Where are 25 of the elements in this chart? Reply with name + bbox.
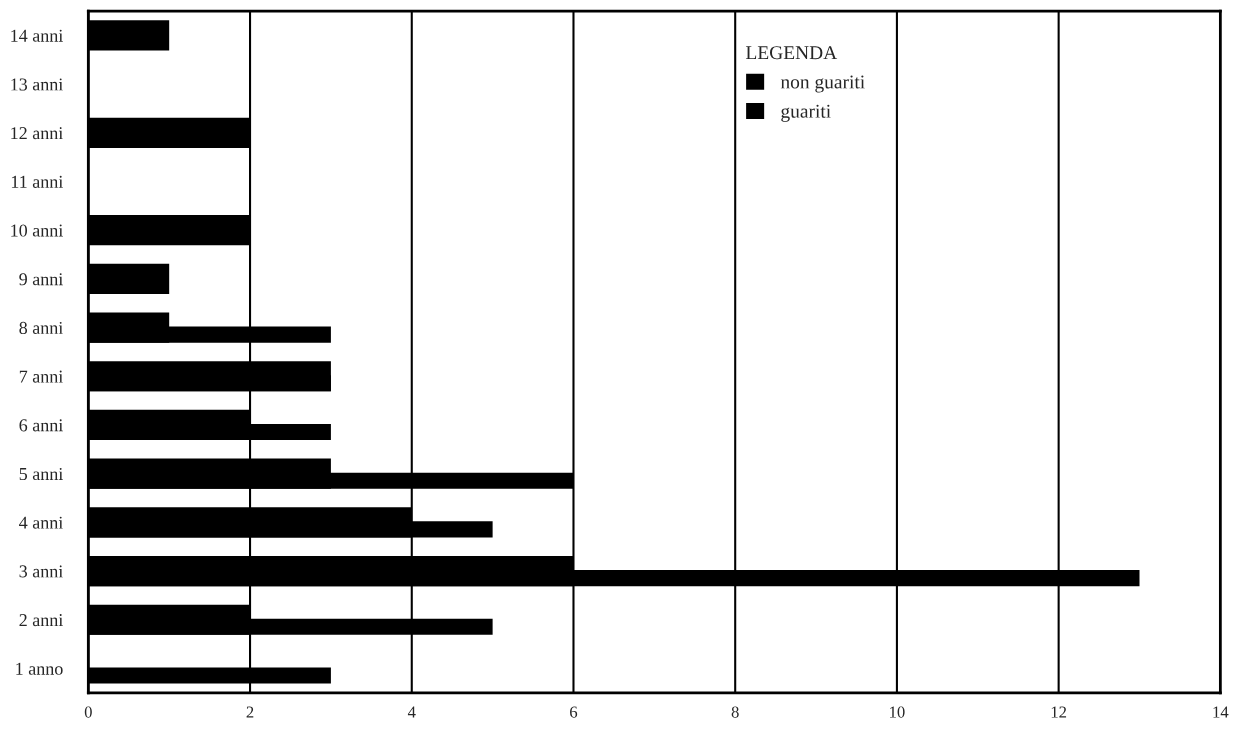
y-tick-label: 7 anni [19, 370, 63, 383]
y-tick-label: 11 anni [11, 175, 63, 188]
y-tick-label: 8 anni [19, 321, 63, 335]
x-tick-label: 4 [407, 706, 416, 718]
y-tick-label: 9 anni [19, 273, 63, 286]
y-tick-label: 6 anni [19, 419, 63, 432]
y-tick-label: 4 anni [19, 516, 63, 529]
x-tick-label: 14 [1213, 706, 1229, 718]
x-tick-label: 0 [84, 706, 92, 718]
x-tick-label: 2 [246, 706, 254, 718]
y-tick-label: 1 anno [16, 662, 63, 675]
y-tick-label: 14 anni [11, 29, 63, 42]
x-tick-label: 8 [731, 706, 739, 718]
y-tick-label: 3 anni [19, 565, 63, 578]
x-tick-label: 6 [570, 706, 578, 718]
y-tick-label: 12 anni [11, 127, 63, 140]
y-tick-label: 5 anni [19, 467, 63, 481]
y-tick-label: 10 anni [11, 224, 63, 237]
x-tick-label: 12 [1051, 706, 1067, 718]
legend-label: guariti [781, 104, 831, 122]
x-tick-label: 10 [890, 706, 905, 718]
y-tick-label: 13 anni [11, 78, 63, 91]
y-tick-label: 2 anni [19, 614, 63, 627]
legend-title: LEGENDA [745, 46, 838, 60]
legend-label: non guariti [780, 75, 865, 93]
